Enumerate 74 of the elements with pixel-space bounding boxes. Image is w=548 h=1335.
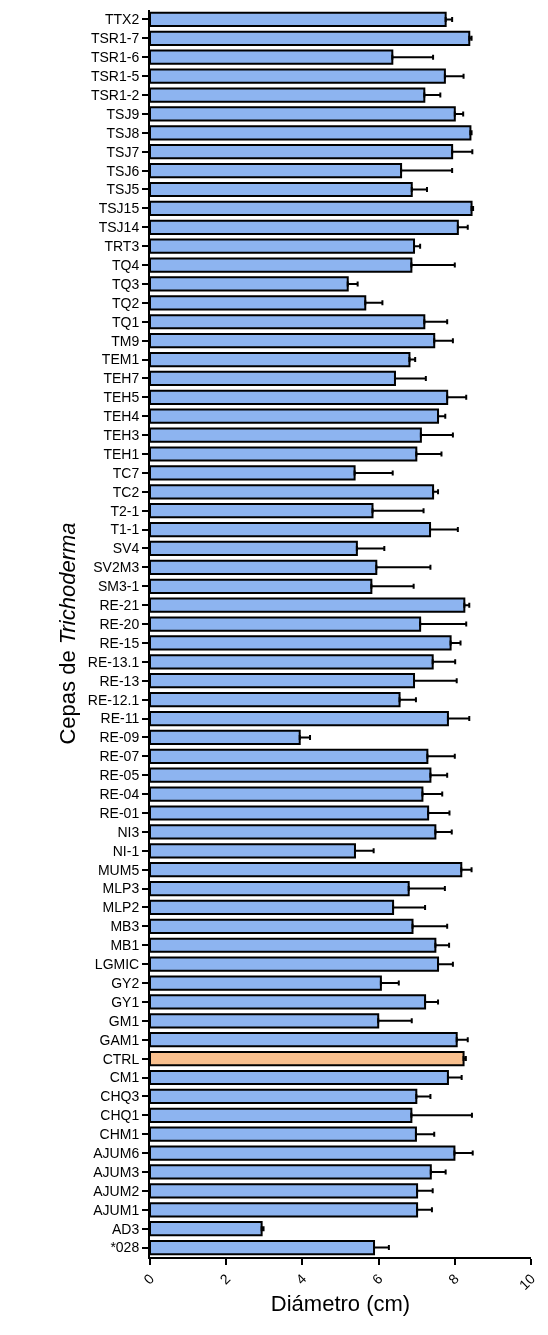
y-tick-label: MLP2 bbox=[102, 899, 140, 916]
y-tick-label: TQ3 bbox=[111, 275, 140, 292]
y-tick-label: TEM1 bbox=[101, 351, 140, 368]
y-tick-label: TSJ14 bbox=[98, 219, 140, 236]
y-tick-label: CHM1 bbox=[99, 1126, 140, 1143]
y-tick-label: TRT3 bbox=[104, 238, 140, 255]
y-tick-label: TSJ7 bbox=[106, 143, 140, 160]
y-tick-label: CHQ1 bbox=[100, 1107, 140, 1124]
y-tick-label: RE-04 bbox=[99, 786, 140, 802]
y-tick-label: TSJ6 bbox=[106, 162, 140, 179]
y-tick-label: RE-01 bbox=[99, 804, 140, 821]
y-tick-label: AD3 bbox=[111, 1220, 140, 1237]
y-tick-label: TC2 bbox=[112, 483, 140, 500]
y-tick-label: TTX2 bbox=[104, 11, 140, 28]
y-tick-label: GY2 bbox=[111, 974, 140, 991]
y-tick-label: LGMIC bbox=[94, 956, 140, 973]
y-tick-label: RE-12.1 bbox=[87, 691, 140, 708]
y-tick-label: RE-21 bbox=[99, 597, 140, 614]
y-tick-label: TEH1 bbox=[103, 445, 140, 462]
y-tick-label: *028 bbox=[110, 1239, 140, 1256]
y-tick-label: TSR1-7 bbox=[90, 30, 140, 47]
y-tick-label: TC7 bbox=[112, 464, 140, 481]
x-tick-label: 0 bbox=[140, 1270, 158, 1288]
y-tick-label: AJUM2 bbox=[93, 1182, 140, 1199]
y-tick-label: MLP3 bbox=[102, 880, 140, 897]
y-tick-label: RE-20 bbox=[99, 615, 140, 632]
y-tick-label: GY1 bbox=[111, 993, 140, 1010]
x-tick-label: 2 bbox=[216, 1270, 234, 1288]
y-tick-label: T1-1 bbox=[110, 521, 140, 538]
y-tick-label: TSJ8 bbox=[106, 124, 140, 141]
y-tick-label: RE-15 bbox=[99, 634, 140, 651]
y-tick-label: AJUM6 bbox=[93, 1144, 140, 1161]
y-tick-label: MUM5 bbox=[97, 861, 140, 878]
y-tick-label: NI3 bbox=[117, 823, 140, 840]
y-tick-label: CM1 bbox=[109, 1069, 140, 1086]
y-tick-label: TEH3 bbox=[103, 427, 140, 444]
y-tick-label: TSJ9 bbox=[106, 105, 140, 122]
x-tick-label: 10 bbox=[515, 1270, 539, 1293]
y-tick-label: GAM1 bbox=[99, 1031, 140, 1048]
y-axis-title: Cepas de Trichoderma bbox=[55, 522, 81, 745]
x-tick-label: 8 bbox=[445, 1270, 463, 1288]
y-tick-label: RE-11 bbox=[100, 710, 140, 727]
y-tick-label: TQ1 bbox=[111, 313, 140, 330]
y-tick-label: MB3 bbox=[110, 918, 140, 935]
y-tick-label: TQ4 bbox=[111, 256, 140, 273]
y-tick-label: TSJ15 bbox=[98, 200, 140, 217]
y-tick-label: AJUM1 bbox=[93, 1201, 140, 1218]
x-tick-label: 6 bbox=[368, 1270, 386, 1288]
y-tick-label: TM9 bbox=[111, 332, 140, 349]
y-tick-label: RE-05 bbox=[99, 767, 140, 784]
y-tick-label: SV2M3 bbox=[93, 559, 140, 576]
y-tick-label: NI-1 bbox=[112, 842, 140, 859]
y-tick-label: TSR1-5 bbox=[90, 68, 140, 85]
x-axis-title: Diámetro (cm) bbox=[270, 1291, 411, 1317]
y-tick-label: TEH5 bbox=[103, 389, 140, 406]
y-tick-label: CHQ3 bbox=[100, 1088, 140, 1105]
y-tick-label: RE-13 bbox=[99, 672, 140, 689]
y-tick-label: RE-07 bbox=[99, 748, 140, 765]
y-tick-label: T2-1 bbox=[110, 502, 140, 519]
y-tick-label: MB1 bbox=[110, 937, 140, 954]
y-tick-label: AJUM3 bbox=[93, 1163, 140, 1180]
y-tick-label: GM1 bbox=[108, 1012, 140, 1029]
y-tick-label: TEH7 bbox=[103, 370, 140, 387]
y-tick-label: TSR1-2 bbox=[90, 86, 140, 103]
y-tick-label: RE-09 bbox=[99, 729, 140, 746]
y-tick-label: TEH4 bbox=[103, 408, 140, 425]
y-tick-label: TSR1-6 bbox=[90, 49, 140, 66]
y-tick-label: TSJ5 bbox=[106, 181, 140, 198]
y-tick-label: RE-13.1 bbox=[87, 653, 140, 670]
y-tick-label: SM3-1 bbox=[97, 578, 140, 595]
x-tick-label: 4 bbox=[292, 1270, 310, 1288]
y-tick-label: SV4 bbox=[112, 540, 140, 557]
y-tick-label: CTRL bbox=[102, 1050, 140, 1067]
y-tick-label: TQ2 bbox=[111, 294, 140, 311]
